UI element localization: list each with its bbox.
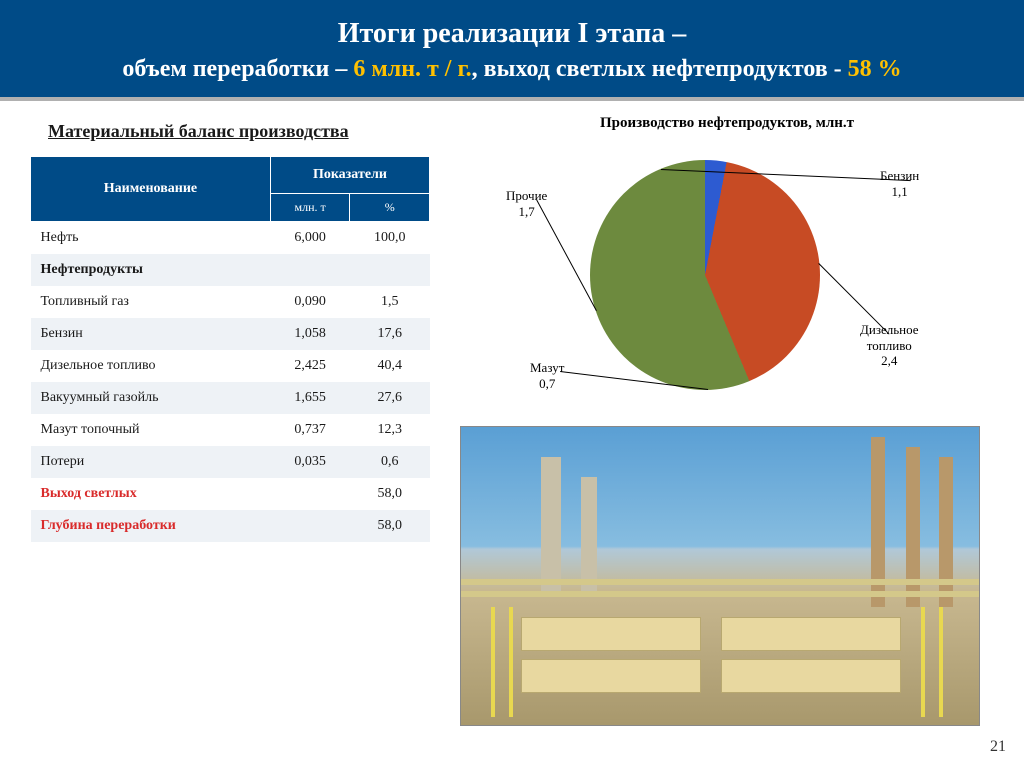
pie-leader-line (819, 263, 890, 335)
page-number: 21 (990, 738, 1006, 756)
pie-chart: Прочие1,7 Бензин1,1 Дизельноетопливо2,4 Маз… (460, 140, 980, 420)
row-mln: 1,655 (270, 382, 350, 414)
table-row: Глубина переработки 58,0 (31, 510, 430, 542)
title2-b: , выход светлых нефтепродуктов - (472, 56, 848, 82)
row-mln: 0,737 (270, 414, 350, 446)
row-pct: 100,0 (350, 222, 430, 255)
row-name: Потери (31, 446, 271, 478)
balance-title: Материальный баланс производства (48, 121, 430, 142)
right-column: Производство нефтепродуктов, млн.т Прочи… (430, 111, 994, 726)
row-pct: 12,3 (350, 414, 430, 446)
row-pct: 0,6 (350, 446, 430, 478)
title1-text: Итоги реализации I этапа (338, 18, 673, 49)
row-pct (350, 254, 430, 286)
th-mln: млн. т (270, 194, 350, 222)
table-row: Топливный газ0,0901,5 (31, 286, 430, 318)
th-name: Наименование (31, 157, 271, 222)
row-name: Мазут топочный (31, 414, 271, 446)
pie-chart-title: Производство нефтепродуктов, млн.т (460, 115, 994, 132)
title2-a: объем переработки – (122, 56, 353, 82)
row-mln (270, 254, 350, 286)
header-title-line1: Итоги реализации I этапа – (20, 18, 1004, 50)
row-pct: 27,6 (350, 382, 430, 414)
title2-accent2: 58 % (848, 56, 902, 82)
row-pct: 58,0 (350, 478, 430, 510)
row-pct: 17,6 (350, 318, 430, 350)
row-name: Вакуумный газойль (31, 382, 271, 414)
row-name: Выход светлых (31, 478, 271, 510)
th-pct: % (350, 194, 430, 222)
row-mln: 0,090 (270, 286, 350, 318)
pie-slice-label: Прочие1,7 (506, 188, 547, 219)
row-mln: 0,035 (270, 446, 350, 478)
balance-table: Наименование Показатели млн. т % Нефть6,… (30, 156, 430, 542)
row-mln (270, 478, 350, 510)
table-row: Потери0,0350,6 (31, 446, 430, 478)
title2-accent1: 6 млн. т / г. (353, 56, 471, 82)
table-row: Вакуумный газойль1,65527,6 (31, 382, 430, 414)
title1-dash: – (672, 18, 686, 49)
row-pct: 1,5 (350, 286, 430, 318)
row-pct: 58,0 (350, 510, 430, 542)
row-name: Топливный газ (31, 286, 271, 318)
refinery-photo (460, 426, 980, 726)
pie-slice-label: Дизельноетопливо2,4 (860, 322, 919, 369)
left-column: Материальный баланс производства Наимено… (30, 111, 430, 726)
row-pct: 40,4 (350, 350, 430, 382)
row-name: Нефтепродукты (31, 254, 271, 286)
row-mln (270, 510, 350, 542)
row-mln: 2,425 (270, 350, 350, 382)
pie-slice-label: Бензин1,1 (880, 168, 919, 199)
pie-leader-line (536, 200, 597, 311)
pie-disc (590, 160, 820, 390)
th-group: Показатели (270, 157, 429, 194)
row-mln: 1,058 (270, 318, 350, 350)
row-name: Дизельное топливо (31, 350, 271, 382)
row-name: Нефть (31, 222, 271, 255)
content-area: Материальный баланс производства Наимено… (0, 101, 1024, 726)
pie-slice-label: Мазут0,7 (530, 360, 564, 391)
row-mln: 6,000 (270, 222, 350, 255)
table-row: Выход светлых 58,0 (31, 478, 430, 510)
row-name: Глубина переработки (31, 510, 271, 542)
table-row: Нефтепродукты (31, 254, 430, 286)
row-name: Бензин (31, 318, 271, 350)
table-row: Мазут топочный0,73712,3 (31, 414, 430, 446)
table-row: Нефть6,000100,0 (31, 222, 430, 255)
table-row: Бензин1,05817,6 (31, 318, 430, 350)
header-title-line2: объем переработки – 6 млн. т / г., выход… (20, 56, 1004, 83)
header-banner: Итоги реализации I этапа – объем перераб… (0, 0, 1024, 101)
table-row: Дизельное топливо2,42540,4 (31, 350, 430, 382)
